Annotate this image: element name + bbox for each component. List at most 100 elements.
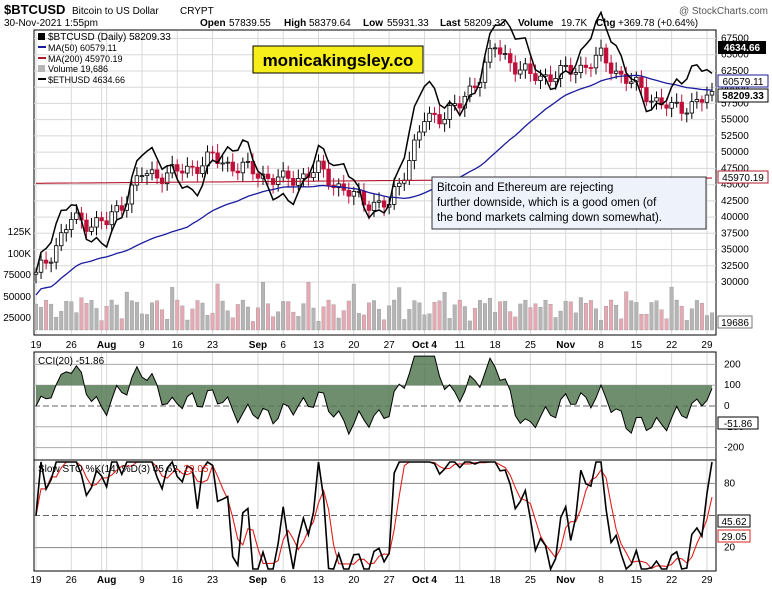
volume-bar	[39, 307, 43, 331]
candle-body	[89, 226, 94, 232]
candle-body	[230, 161, 235, 172]
candle-body	[548, 74, 553, 83]
price-tick-label: 60000	[721, 82, 749, 93]
candle-body	[608, 62, 614, 74]
candle-body	[180, 170, 185, 174]
stoch-k-tag: 45.62	[721, 517, 746, 528]
volume-bar	[215, 283, 220, 331]
volume-bar	[185, 319, 190, 331]
candle-body	[538, 75, 543, 81]
volume-bar	[694, 300, 699, 331]
stoch-d-tag: 29.05	[721, 532, 746, 543]
volume-bar	[578, 297, 583, 331]
cci-tick-label: 200	[724, 359, 741, 370]
volume-bar	[392, 299, 397, 331]
volume-bar	[89, 300, 94, 331]
volume-bar	[679, 305, 684, 331]
exchange: CRYPT	[180, 6, 214, 17]
volume-bar	[190, 308, 195, 331]
price-tick-label: 42500	[721, 196, 749, 207]
volume-bar	[513, 316, 518, 331]
volume-bar	[493, 312, 498, 331]
volume-bar	[44, 299, 49, 331]
candle-body	[119, 205, 124, 211]
volume-bar	[99, 320, 104, 331]
volume-bar	[165, 318, 170, 331]
volume-label: Volume	[518, 18, 554, 29]
volume-bar	[594, 308, 598, 331]
candle-body	[709, 91, 715, 96]
candle-body	[513, 62, 518, 75]
price-axis: 67500 65000 62500 60000 57500 55000 52500 50000…	[721, 33, 749, 288]
volume-bar	[175, 299, 180, 331]
candle-body	[114, 205, 119, 213]
candle-body	[553, 78, 558, 83]
volume-bar	[205, 315, 210, 331]
candle-body	[235, 170, 240, 174]
candle-body	[502, 53, 508, 55]
stoch-tick-label: 20	[724, 543, 736, 554]
candle-body	[674, 101, 679, 104]
volume-bar	[619, 318, 624, 331]
volume-bar	[321, 306, 326, 331]
candle-body	[336, 183, 341, 189]
candle-body	[84, 219, 89, 232]
candle-body	[523, 63, 528, 71]
candle-body	[699, 99, 705, 103]
candle-body	[624, 73, 629, 84]
ma200-tag: 45970.19	[722, 173, 764, 184]
volume-bar	[114, 304, 119, 331]
volume-bar	[543, 299, 548, 331]
stoch-k-line	[35, 460, 713, 572]
volume-bar	[548, 304, 553, 331]
candle-body	[316, 160, 321, 173]
open-label: Open	[200, 18, 226, 29]
volume-bar	[256, 307, 260, 331]
volume-bar	[235, 304, 240, 331]
volume-bar	[145, 314, 149, 331]
volume-bar	[361, 314, 366, 331]
stoch-tick-label: 80	[724, 478, 736, 489]
volume-bar	[634, 302, 639, 331]
volume-bar	[644, 313, 649, 331]
volume-bar	[402, 319, 407, 331]
candle-body	[74, 212, 79, 220]
price-tick-label: 55000	[721, 115, 749, 126]
cci-positive-area	[36, 356, 712, 435]
cci-tick-label: 100	[724, 380, 741, 391]
credit: @ StockCharts.com	[679, 6, 768, 17]
candle-body	[321, 160, 326, 170]
low-value: 55931.33	[387, 18, 429, 29]
annotation-line-1: Bitcoin and Ethereum are rejecting	[437, 182, 613, 194]
volume-bar	[245, 306, 250, 331]
volume-bar	[346, 300, 351, 331]
volume-bar	[462, 306, 467, 331]
volume-bar	[588, 300, 593, 331]
candle-body	[240, 161, 246, 174]
high-value: 58379.64	[309, 18, 351, 29]
volume-bar	[583, 302, 588, 331]
candle-body	[99, 217, 104, 222]
volume-bar	[225, 310, 230, 331]
x-tick-label: Oct 4	[412, 340, 437, 351]
candle-body	[422, 121, 427, 133]
volume-bar	[74, 312, 79, 331]
x-tick-label: 22	[666, 575, 678, 586]
x-tick-label: 11	[455, 575, 466, 586]
price-tick-label: 52500	[721, 131, 749, 142]
candle-body	[487, 47, 493, 63]
candle-body	[649, 100, 654, 103]
volume-bar	[59, 311, 64, 331]
volume-bar	[659, 309, 664, 331]
volume-bar	[129, 300, 134, 331]
vol-tag: 19686	[721, 318, 749, 329]
volume-bar	[69, 301, 74, 331]
x-tick-label: 23	[207, 575, 219, 586]
volume-tick-label: 25000	[3, 313, 31, 324]
candle-body	[286, 170, 291, 179]
candle-body	[533, 73, 538, 81]
candle-body	[175, 164, 180, 172]
candle-body	[275, 176, 281, 185]
candle-body	[64, 229, 69, 234]
ma50-tag-box	[717, 74, 769, 88]
